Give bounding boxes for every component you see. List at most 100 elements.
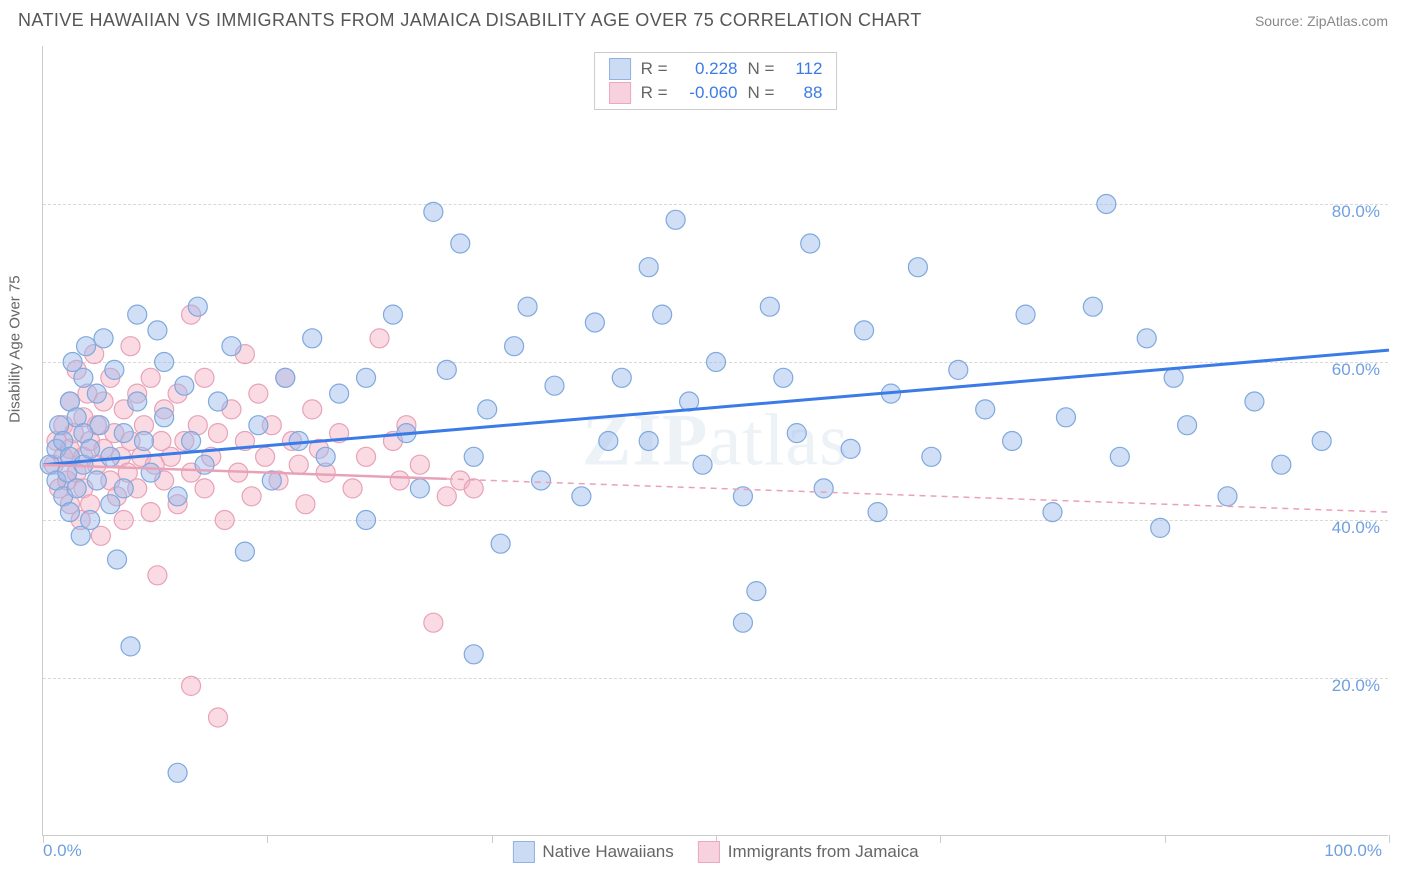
data-point <box>343 479 362 498</box>
legend-swatch-1 <box>609 82 631 104</box>
data-point <box>222 337 241 356</box>
x-axis-label-right: 100.0% <box>1324 841 1382 861</box>
data-point <box>114 511 133 530</box>
data-point <box>505 337 524 356</box>
data-point <box>121 337 140 356</box>
stat-r-value-0: 0.228 <box>678 59 738 79</box>
data-point <box>90 416 109 435</box>
data-point <box>464 479 483 498</box>
stat-n-label-0: N = <box>748 59 775 79</box>
data-point <box>188 297 207 316</box>
data-point <box>148 566 167 585</box>
data-point <box>357 447 376 466</box>
data-point <box>908 258 927 277</box>
data-point <box>128 392 147 411</box>
data-point <box>141 463 160 482</box>
data-point <box>585 313 604 332</box>
data-point <box>101 495 120 514</box>
data-point <box>155 408 174 427</box>
data-point <box>215 511 234 530</box>
data-point <box>74 368 93 387</box>
data-point <box>814 479 833 498</box>
data-point <box>60 503 79 522</box>
data-point <box>1272 455 1291 474</box>
data-point <box>410 455 429 474</box>
bottom-legend-item-1: Immigrants from Jamaica <box>698 841 919 863</box>
stat-n-label-1: N = <box>748 83 775 103</box>
data-point <box>451 234 470 253</box>
data-point <box>175 376 194 395</box>
data-point <box>148 321 167 340</box>
data-point <box>101 447 120 466</box>
data-point <box>747 582 766 601</box>
data-point <box>1164 368 1183 387</box>
data-point <box>1245 392 1264 411</box>
header-bar: NATIVE HAWAIIAN VS IMMIGRANTS FROM JAMAI… <box>0 0 1406 37</box>
data-point <box>949 360 968 379</box>
data-point <box>855 321 874 340</box>
data-point <box>464 645 483 664</box>
bottom-legend-label-1: Immigrants from Jamaica <box>728 842 919 862</box>
data-point <box>1003 432 1022 451</box>
stat-n-value-1: 88 <box>784 83 822 103</box>
data-point <box>141 368 160 387</box>
data-point <box>168 763 187 782</box>
data-point <box>81 439 100 458</box>
data-point <box>410 479 429 498</box>
data-point <box>760 297 779 316</box>
legend-swatch-0 <box>609 58 631 80</box>
data-point <box>801 234 820 253</box>
bottom-legend-label-0: Native Hawaiians <box>542 842 673 862</box>
data-point <box>249 384 268 403</box>
data-point <box>235 542 254 561</box>
data-point <box>518 297 537 316</box>
data-point <box>303 329 322 348</box>
data-point <box>424 613 443 632</box>
y-axis-title: Disability Age Over 75 <box>7 275 24 423</box>
data-point <box>532 471 551 490</box>
data-point <box>256 447 275 466</box>
data-point <box>182 432 201 451</box>
data-point <box>155 353 174 372</box>
data-point <box>733 613 752 632</box>
data-point <box>249 416 268 435</box>
data-point <box>208 424 227 443</box>
data-point <box>77 337 96 356</box>
data-point <box>1043 503 1062 522</box>
data-point <box>1218 487 1237 506</box>
data-point <box>357 368 376 387</box>
data-point <box>599 432 618 451</box>
data-point <box>114 479 133 498</box>
stat-r-value-1: -0.060 <box>678 83 738 103</box>
data-point <box>1312 432 1331 451</box>
data-point <box>208 708 227 727</box>
data-point <box>370 329 389 348</box>
data-point <box>1097 195 1116 214</box>
data-point <box>976 400 995 419</box>
legend-stats-row-0: R = 0.228 N = 112 <box>609 57 823 81</box>
bottom-legend: Native Hawaiians Immigrants from Jamaica <box>512 841 918 863</box>
data-point <box>94 329 113 348</box>
data-point <box>424 202 443 221</box>
data-point <box>774 368 793 387</box>
data-point <box>276 368 295 387</box>
data-point <box>195 479 214 498</box>
data-point <box>303 400 322 419</box>
data-point <box>296 495 315 514</box>
data-point <box>81 511 100 530</box>
data-point <box>161 447 180 466</box>
data-point <box>121 637 140 656</box>
stat-r-label-1: R = <box>641 83 668 103</box>
bottom-legend-item-0: Native Hawaiians <box>512 841 673 863</box>
scatter-plot <box>43 46 1388 835</box>
data-point <box>390 471 409 490</box>
data-point <box>1137 329 1156 348</box>
stat-n-value-0: 112 <box>784 59 822 79</box>
chart-area: Disability Age Over 75 20.0%40.0%60.0%80… <box>42 46 1388 836</box>
data-point <box>1083 297 1102 316</box>
data-point <box>1151 518 1170 537</box>
bottom-legend-swatch-0 <box>512 841 534 863</box>
data-point <box>639 258 658 277</box>
legend-stats-row-1: R = -0.060 N = 88 <box>609 81 823 105</box>
data-point <box>87 384 106 403</box>
